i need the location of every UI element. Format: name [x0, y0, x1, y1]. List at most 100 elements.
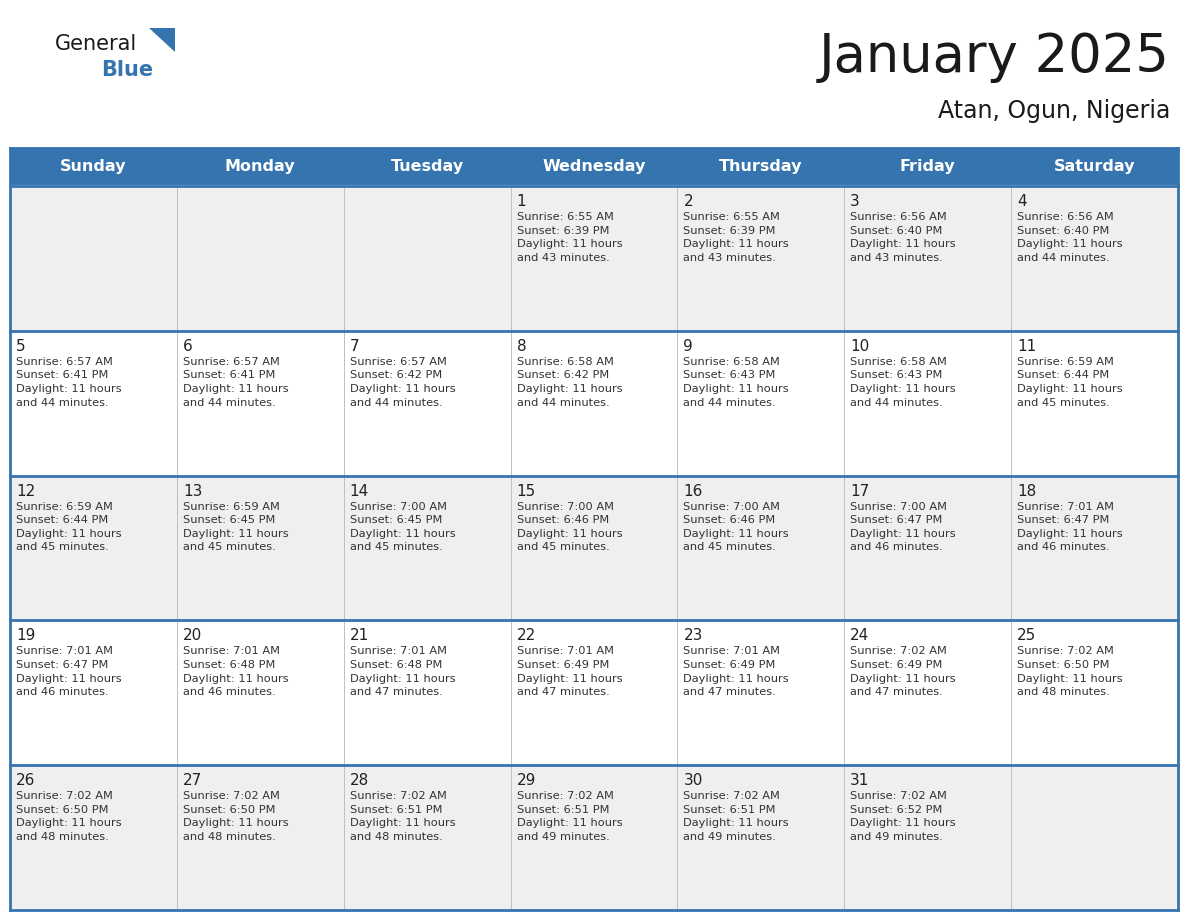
Bar: [10, 621, 177, 766]
Bar: [343, 186, 511, 330]
Text: 29: 29: [517, 773, 536, 789]
Bar: [343, 330, 511, 476]
Text: 30: 30: [683, 773, 703, 789]
Text: Sunrise: 6:55 AM
Sunset: 6:39 PM
Daylight: 11 hours
and 43 minutes.: Sunrise: 6:55 AM Sunset: 6:39 PM Dayligh…: [683, 212, 789, 263]
Text: 23: 23: [683, 629, 703, 644]
Text: 25: 25: [1017, 629, 1036, 644]
Text: 28: 28: [349, 773, 369, 789]
Bar: [677, 476, 845, 621]
Text: Sunrise: 7:00 AM
Sunset: 6:46 PM
Daylight: 11 hours
and 45 minutes.: Sunrise: 7:00 AM Sunset: 6:46 PM Dayligh…: [517, 501, 623, 553]
Bar: [177, 186, 343, 330]
Bar: [1011, 186, 1178, 330]
Text: Sunrise: 7:01 AM
Sunset: 6:49 PM
Daylight: 11 hours
and 47 minutes.: Sunrise: 7:01 AM Sunset: 6:49 PM Dayligh…: [517, 646, 623, 697]
Text: Sunrise: 7:01 AM
Sunset: 6:47 PM
Daylight: 11 hours
and 46 minutes.: Sunrise: 7:01 AM Sunset: 6:47 PM Dayligh…: [1017, 501, 1123, 553]
Text: 5: 5: [15, 339, 26, 353]
Text: 16: 16: [683, 484, 703, 498]
Text: Wednesday: Wednesday: [542, 160, 646, 174]
Text: Sunrise: 7:02 AM
Sunset: 6:50 PM
Daylight: 11 hours
and 48 minutes.: Sunrise: 7:02 AM Sunset: 6:50 PM Dayligh…: [1017, 646, 1123, 697]
Text: Sunrise: 6:57 AM
Sunset: 6:41 PM
Daylight: 11 hours
and 44 minutes.: Sunrise: 6:57 AM Sunset: 6:41 PM Dayligh…: [183, 357, 289, 408]
Bar: [677, 186, 845, 330]
Text: 12: 12: [15, 484, 36, 498]
Bar: [511, 186, 677, 330]
Bar: [177, 621, 343, 766]
Text: Monday: Monday: [225, 160, 296, 174]
Text: Sunrise: 7:02 AM
Sunset: 6:51 PM
Daylight: 11 hours
and 49 minutes.: Sunrise: 7:02 AM Sunset: 6:51 PM Dayligh…: [683, 791, 789, 842]
Text: 20: 20: [183, 629, 202, 644]
Bar: [10, 766, 177, 910]
Text: Sunrise: 7:00 AM
Sunset: 6:45 PM
Daylight: 11 hours
and 45 minutes.: Sunrise: 7:00 AM Sunset: 6:45 PM Dayligh…: [349, 501, 455, 553]
Bar: [177, 476, 343, 621]
Bar: [845, 186, 1011, 330]
Text: Sunrise: 6:59 AM
Sunset: 6:44 PM
Daylight: 11 hours
and 45 minutes.: Sunrise: 6:59 AM Sunset: 6:44 PM Dayligh…: [15, 501, 121, 553]
Text: 13: 13: [183, 484, 202, 498]
Text: Blue: Blue: [101, 60, 153, 80]
Bar: [511, 330, 677, 476]
Text: 14: 14: [349, 484, 369, 498]
Bar: [845, 766, 1011, 910]
Text: 4: 4: [1017, 194, 1026, 209]
Text: 1: 1: [517, 194, 526, 209]
Bar: [343, 766, 511, 910]
Bar: [845, 621, 1011, 766]
Text: Saturday: Saturday: [1054, 160, 1136, 174]
Bar: [177, 148, 343, 186]
Text: 9: 9: [683, 339, 693, 353]
Text: Sunday: Sunday: [61, 160, 127, 174]
Bar: [1011, 476, 1178, 621]
Text: Thursday: Thursday: [719, 160, 803, 174]
Text: 17: 17: [851, 484, 870, 498]
Bar: [343, 148, 511, 186]
Text: Sunrise: 6:58 AM
Sunset: 6:43 PM
Daylight: 11 hours
and 44 minutes.: Sunrise: 6:58 AM Sunset: 6:43 PM Dayligh…: [851, 357, 956, 408]
Text: Sunrise: 7:02 AM
Sunset: 6:51 PM
Daylight: 11 hours
and 48 minutes.: Sunrise: 7:02 AM Sunset: 6:51 PM Dayligh…: [349, 791, 455, 842]
Text: Tuesday: Tuesday: [391, 160, 463, 174]
Text: Sunrise: 7:00 AM
Sunset: 6:47 PM
Daylight: 11 hours
and 46 minutes.: Sunrise: 7:00 AM Sunset: 6:47 PM Dayligh…: [851, 501, 956, 553]
Bar: [343, 476, 511, 621]
Bar: [343, 621, 511, 766]
Text: Sunrise: 7:01 AM
Sunset: 6:47 PM
Daylight: 11 hours
and 46 minutes.: Sunrise: 7:01 AM Sunset: 6:47 PM Dayligh…: [15, 646, 121, 697]
Bar: [10, 476, 177, 621]
Text: 22: 22: [517, 629, 536, 644]
Text: Sunrise: 7:02 AM
Sunset: 6:50 PM
Daylight: 11 hours
and 48 minutes.: Sunrise: 7:02 AM Sunset: 6:50 PM Dayligh…: [183, 791, 289, 842]
Text: 24: 24: [851, 629, 870, 644]
Bar: [1011, 330, 1178, 476]
Text: Sunrise: 7:01 AM
Sunset: 6:48 PM
Daylight: 11 hours
and 46 minutes.: Sunrise: 7:01 AM Sunset: 6:48 PM Dayligh…: [183, 646, 289, 697]
Text: Sunrise: 6:58 AM
Sunset: 6:43 PM
Daylight: 11 hours
and 44 minutes.: Sunrise: 6:58 AM Sunset: 6:43 PM Dayligh…: [683, 357, 789, 408]
Bar: [677, 148, 845, 186]
Bar: [1011, 148, 1178, 186]
Text: Friday: Friday: [899, 160, 955, 174]
Bar: [177, 330, 343, 476]
Text: Sunrise: 7:02 AM
Sunset: 6:52 PM
Daylight: 11 hours
and 49 minutes.: Sunrise: 7:02 AM Sunset: 6:52 PM Dayligh…: [851, 791, 956, 842]
Text: Sunrise: 7:01 AM
Sunset: 6:49 PM
Daylight: 11 hours
and 47 minutes.: Sunrise: 7:01 AM Sunset: 6:49 PM Dayligh…: [683, 646, 789, 697]
Text: General: General: [55, 34, 138, 54]
Bar: [511, 766, 677, 910]
Text: Sunrise: 6:57 AM
Sunset: 6:42 PM
Daylight: 11 hours
and 44 minutes.: Sunrise: 6:57 AM Sunset: 6:42 PM Dayligh…: [349, 357, 455, 408]
Bar: [845, 476, 1011, 621]
Polygon shape: [148, 28, 175, 52]
Text: 6: 6: [183, 339, 192, 353]
Bar: [845, 330, 1011, 476]
Bar: [511, 148, 677, 186]
Bar: [677, 330, 845, 476]
Text: Sunrise: 7:02 AM
Sunset: 6:49 PM
Daylight: 11 hours
and 47 minutes.: Sunrise: 7:02 AM Sunset: 6:49 PM Dayligh…: [851, 646, 956, 697]
Text: 19: 19: [15, 629, 36, 644]
Bar: [1011, 766, 1178, 910]
Bar: [511, 476, 677, 621]
Text: 15: 15: [517, 484, 536, 498]
Text: Sunrise: 6:57 AM
Sunset: 6:41 PM
Daylight: 11 hours
and 44 minutes.: Sunrise: 6:57 AM Sunset: 6:41 PM Dayligh…: [15, 357, 121, 408]
Text: Sunrise: 7:02 AM
Sunset: 6:51 PM
Daylight: 11 hours
and 49 minutes.: Sunrise: 7:02 AM Sunset: 6:51 PM Dayligh…: [517, 791, 623, 842]
Text: 18: 18: [1017, 484, 1036, 498]
Text: 11: 11: [1017, 339, 1036, 353]
Text: 26: 26: [15, 773, 36, 789]
Text: 2: 2: [683, 194, 693, 209]
Bar: [10, 330, 177, 476]
Text: January 2025: January 2025: [819, 31, 1170, 83]
Bar: [10, 186, 177, 330]
Text: 8: 8: [517, 339, 526, 353]
Text: Sunrise: 6:59 AM
Sunset: 6:44 PM
Daylight: 11 hours
and 45 minutes.: Sunrise: 6:59 AM Sunset: 6:44 PM Dayligh…: [1017, 357, 1123, 408]
Text: 27: 27: [183, 773, 202, 789]
Bar: [177, 766, 343, 910]
Bar: [1011, 621, 1178, 766]
Text: 3: 3: [851, 194, 860, 209]
Text: 10: 10: [851, 339, 870, 353]
Text: Sunrise: 6:56 AM
Sunset: 6:40 PM
Daylight: 11 hours
and 43 minutes.: Sunrise: 6:56 AM Sunset: 6:40 PM Dayligh…: [851, 212, 956, 263]
